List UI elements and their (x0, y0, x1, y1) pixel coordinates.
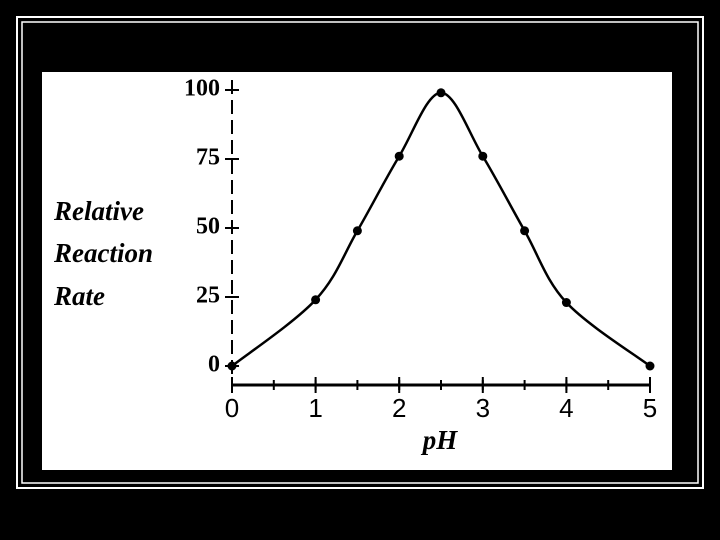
frame-outer (16, 16, 704, 489)
y-axis-label: Rate (53, 281, 105, 311)
data-point (436, 88, 446, 98)
data-point (520, 226, 530, 236)
data-point (227, 361, 237, 371)
x-tick-label: 4 (559, 393, 573, 423)
data-point (561, 298, 571, 308)
y-tick-label: 75 (196, 145, 220, 171)
y-tick-label: 50 (196, 214, 220, 240)
data-point (478, 151, 488, 161)
frame-inner (21, 21, 699, 484)
x-tick-label: 0 (225, 393, 239, 423)
y-axis-label: Relative (53, 196, 144, 226)
x-tick-label: 3 (476, 393, 490, 423)
x-axis-label: pH (421, 425, 459, 455)
y-tick-label: 25 (196, 283, 220, 309)
data-point (394, 151, 404, 161)
y-tick-label: 0 (208, 352, 220, 378)
x-tick-label: 1 (308, 393, 322, 423)
x-tick-label: 5 (643, 393, 657, 423)
y-tick-label: 100 (184, 76, 220, 102)
chart-panel (42, 72, 672, 470)
data-point (352, 226, 362, 236)
x-tick-label: 2 (392, 393, 406, 423)
data-point (311, 295, 321, 305)
y-axis-label: Reaction (53, 238, 153, 268)
data-point (645, 361, 655, 371)
